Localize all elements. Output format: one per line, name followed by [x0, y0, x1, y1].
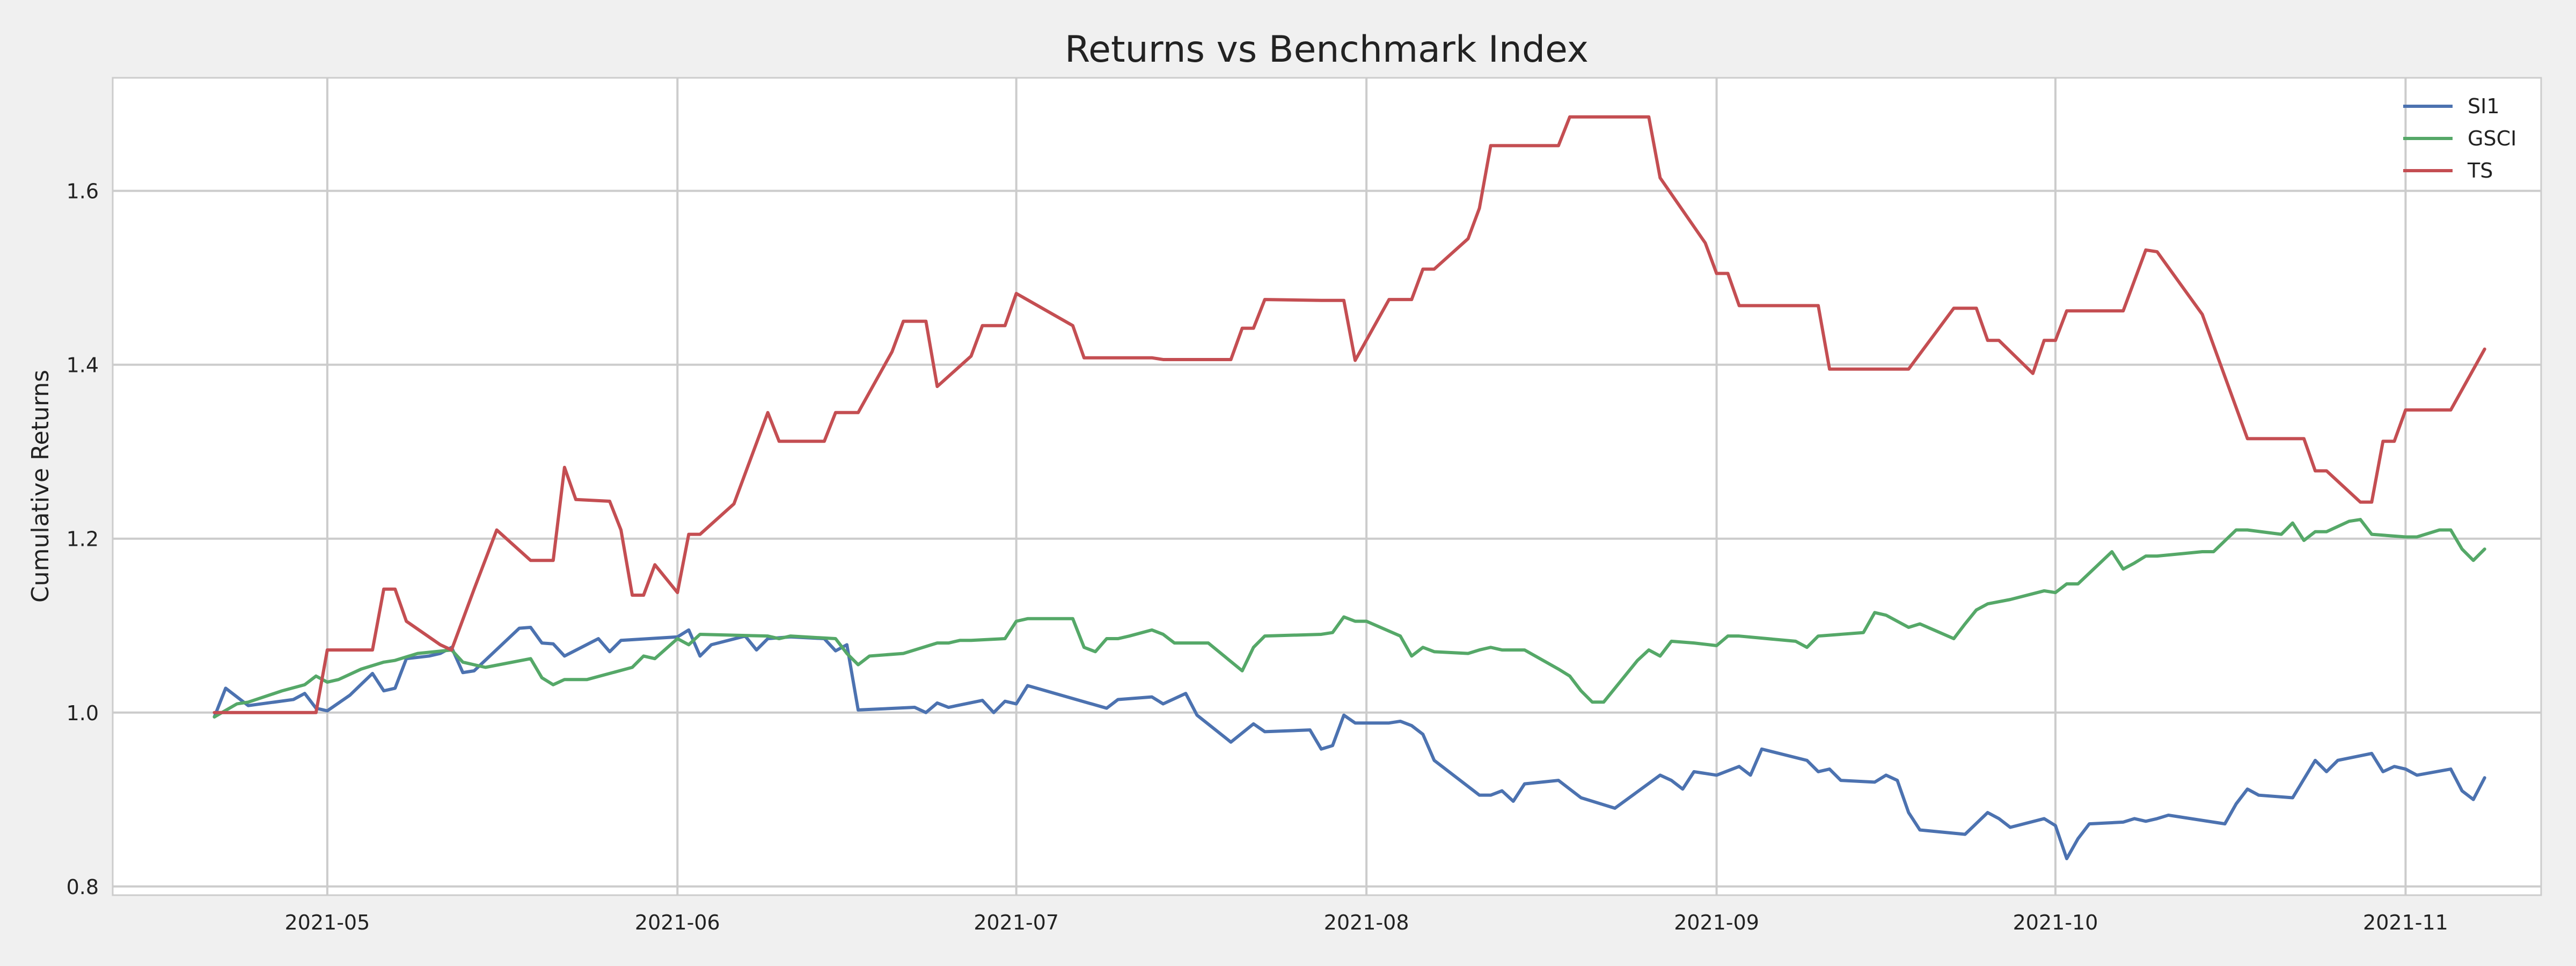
chart-title: Returns vs Benchmark Index [1065, 28, 1589, 71]
x-tick-label: 2021-11 [2363, 911, 2448, 934]
legend-label-gsci: GSCI [2468, 127, 2516, 150]
legend: SI1 GSCI TS [2403, 94, 2516, 182]
series-line-gsci [213, 518, 2486, 719]
legend-label-si1: SI1 [2468, 94, 2500, 118]
x-tick-label: 2021-09 [1674, 911, 1759, 934]
legend-label-ts: TS [2467, 159, 2493, 182]
x-tick-label: 2021-05 [284, 911, 370, 934]
plot-area [113, 78, 2541, 895]
y-tick-label: 1.4 [67, 354, 99, 377]
x-tick-label: 2021-10 [2013, 911, 2098, 934]
series-layer [213, 115, 2486, 860]
axes-layer: 0.8 1.0 1.2 1.4 1.6 2021-05 2021-06 2021-07 2021… [67, 77, 2542, 934]
grid-layer [113, 78, 2541, 895]
x-tick-label: 2021-07 [974, 911, 1059, 934]
series-line-ts [213, 115, 2486, 714]
y-tick-label: 0.8 [67, 875, 99, 899]
y-axis-label: Cumulative Returns [27, 370, 54, 603]
y-tick-label: 1.0 [67, 701, 99, 725]
y-tick-label: 1.2 [67, 528, 99, 551]
x-tick-label: 2021-08 [1324, 911, 1409, 934]
plot-frame [112, 77, 2542, 896]
series-line-si1 [213, 625, 2486, 860]
y-tick-label: 1.6 [67, 180, 99, 203]
x-tick-label: 2021-06 [635, 911, 720, 934]
